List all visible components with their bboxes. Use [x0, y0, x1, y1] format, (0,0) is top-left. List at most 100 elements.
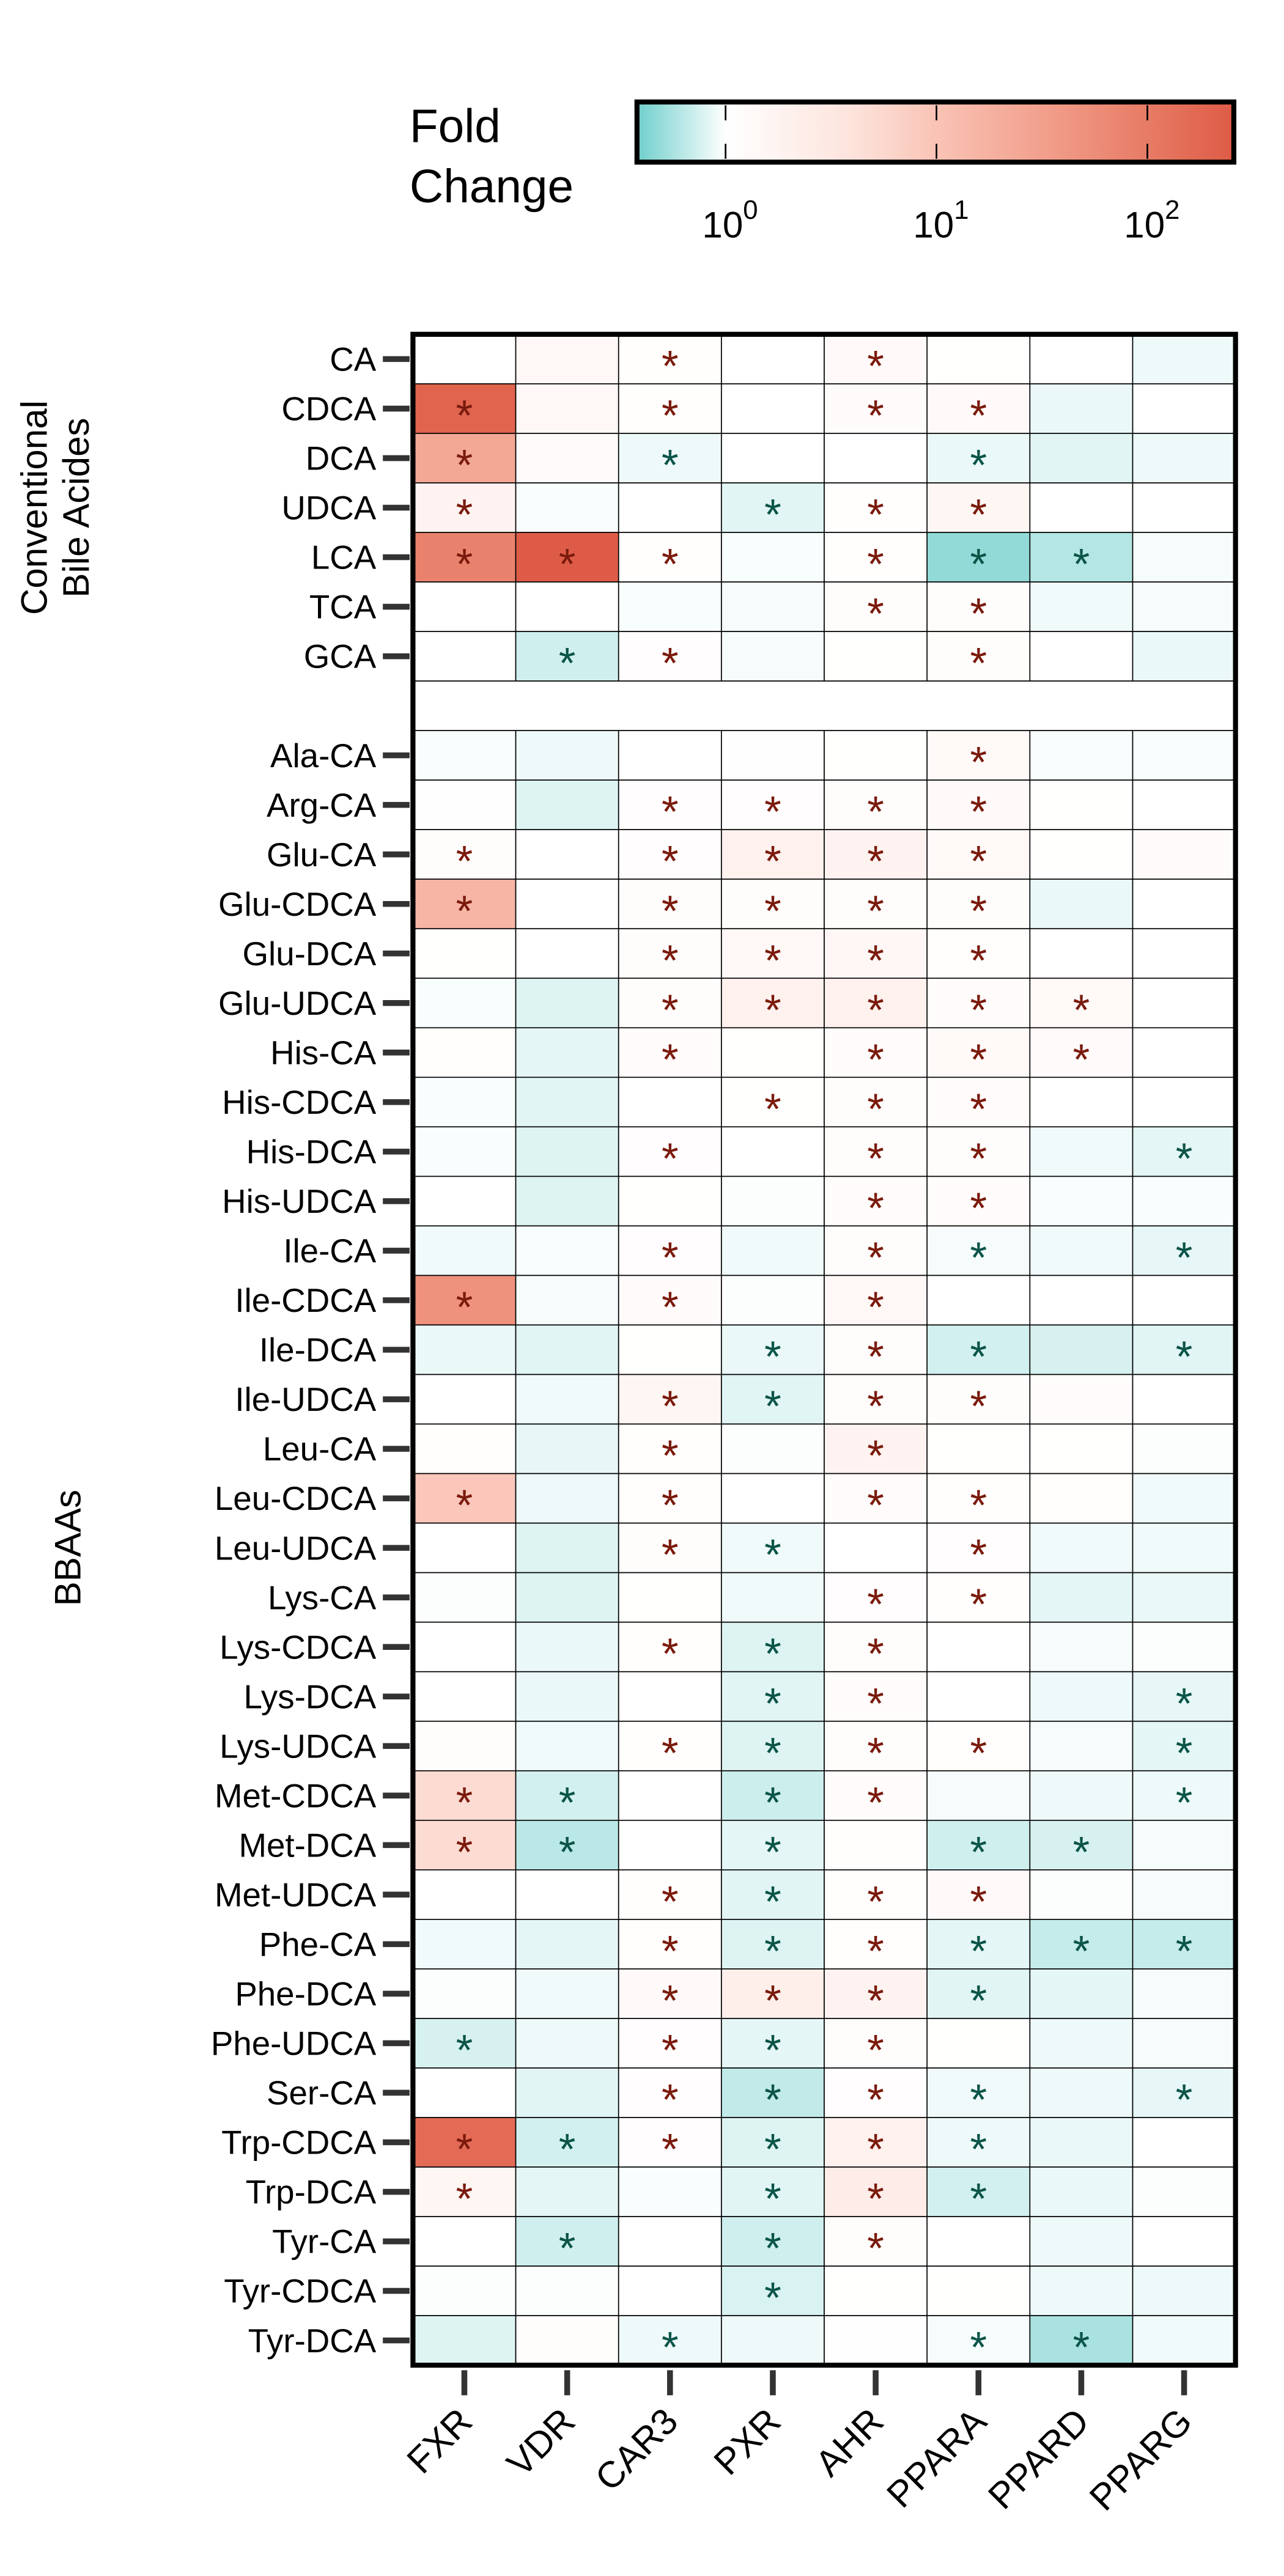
- heatmap-cell: [926, 829, 1031, 880]
- heatmap-cell: [412, 1968, 517, 2019]
- heatmap-cell: [1029, 1176, 1134, 1227]
- row-label: Tyr-CA: [272, 2223, 377, 2261]
- heatmap-cell: [1029, 2265, 1134, 2316]
- heatmap-cell: [1132, 730, 1236, 781]
- row-label: CA: [330, 340, 376, 378]
- significance-star: *: [867, 392, 884, 440]
- row-label: CDCA: [281, 390, 376, 428]
- heatmap-cell: [926, 1770, 1031, 1821]
- heatmap-cell: [721, 829, 825, 880]
- significance-star: *: [1073, 1036, 1090, 1084]
- heatmap-cell: [1132, 1621, 1236, 1673]
- significance-star: *: [456, 887, 473, 935]
- significance-star: *: [970, 1828, 987, 1877]
- heatmap-cell: [618, 2265, 722, 2316]
- heatmap-cell: [515, 2117, 619, 2168]
- row-label: Glu-UDCA: [218, 984, 377, 1022]
- significance-star: *: [662, 639, 679, 688]
- heatmap-cell: [1132, 928, 1236, 979]
- significance-star: *: [662, 2076, 679, 2124]
- significance-star: *: [970, 1729, 987, 1778]
- heatmap-cell: [926, 1423, 1031, 1474]
- heatmap-cell: [515, 1968, 619, 2019]
- heatmap-cell: [1029, 1324, 1134, 1375]
- heatmap-row: *: [412, 730, 1236, 787]
- heatmap-cell: [412, 482, 517, 533]
- row-label: His-CA: [270, 1034, 377, 1072]
- heatmap-cell: [412, 1225, 517, 1276]
- significance-star: *: [662, 1531, 679, 1580]
- row-label: GCA: [304, 638, 377, 675]
- significance-star: *: [662, 1927, 679, 1976]
- heatmap-cell: [1029, 1076, 1134, 1128]
- significance-star: *: [456, 2026, 473, 2075]
- heatmap-cell: [721, 1324, 825, 1375]
- heatmap-cell: [618, 2216, 722, 2267]
- heatmap-cell: [721, 1027, 825, 1078]
- heatmap-cell: [515, 1324, 619, 1375]
- significance-star: *: [764, 1779, 781, 1827]
- significance-star: *: [867, 491, 884, 539]
- heatmap-row: * * * *: [412, 2018, 1236, 2075]
- heatmap-row: * * *: [412, 631, 1236, 688]
- significance-star: *: [662, 1977, 679, 2025]
- heatmap-cell: [1132, 334, 1236, 385]
- significance-star: *: [456, 1779, 473, 1827]
- significance-star: *: [764, 1085, 781, 1133]
- significance-star: *: [1176, 1729, 1193, 1778]
- heatmap-cell: [824, 2018, 928, 2069]
- column-label: PPARD: [980, 2401, 1097, 2517]
- heatmap-row: * *: [412, 334, 1236, 391]
- heatmap-cell: [721, 383, 825, 434]
- heatmap-row: * * *: [412, 1275, 1236, 1332]
- heatmap-row: * * *: [412, 2216, 1236, 2273]
- heatmap-cell: [721, 1968, 825, 2019]
- row-label: Met-CDCA: [215, 1776, 377, 1814]
- heatmap-cell: [721, 1869, 825, 1920]
- significance-star: *: [867, 986, 884, 1034]
- heatmap-cell: [1132, 1126, 1236, 1177]
- heatmap-cell: [1029, 1275, 1134, 1326]
- heatmap-cell: [721, 928, 825, 979]
- heatmap-cell: [824, 779, 928, 831]
- significance-star: *: [970, 1581, 987, 1629]
- row-label: Ala-CA: [270, 737, 377, 775]
- heatmap-cell: [515, 2018, 619, 2069]
- significance-star: *: [867, 1432, 884, 1481]
- significance-star: *: [970, 2125, 987, 2174]
- heatmap-row: * * * *: [412, 1126, 1236, 1183]
- significance-star: *: [970, 540, 987, 589]
- heatmap-cell: [721, 2067, 825, 2118]
- significance-star: *: [764, 937, 781, 985]
- heatmap-cell: [515, 2067, 619, 2118]
- significance-star: *: [867, 887, 884, 935]
- significance-star: *: [867, 1680, 884, 1728]
- significance-star: *: [456, 1828, 473, 1877]
- heatmap-cell: [1132, 1522, 1236, 1573]
- heatmap-row: * * * * *: [412, 2067, 1236, 2124]
- row-label: Phe-CA: [259, 1926, 377, 1963]
- heatmap-cell: [926, 1275, 1031, 1326]
- row-label: Phe-DCA: [235, 1975, 376, 2013]
- heatmap-cell: [926, 1572, 1031, 1623]
- heatmap-cell: [1132, 977, 1236, 1029]
- row-label: Lys-CDCA: [220, 1628, 377, 1666]
- heatmap-cell: [926, 2018, 1031, 2069]
- row-label: Lys-UDCA: [220, 1727, 377, 1765]
- heatmap-cell: [824, 2166, 928, 2217]
- heatmap-cell: [824, 2315, 928, 2366]
- heatmap-cell: [618, 1819, 722, 1871]
- row-label: UDCA: [281, 489, 376, 527]
- heatmap-cell: [515, 1076, 619, 1128]
- significance-star: *: [970, 1184, 987, 1232]
- heatmap-cell: [926, 1176, 1031, 1227]
- significance-star: *: [456, 392, 473, 440]
- significance-star: *: [1073, 1828, 1090, 1877]
- significance-star: *: [970, 1977, 987, 2025]
- heatmap-cell: [1029, 928, 1134, 979]
- row-label: LCA: [311, 539, 377, 576]
- heatmap-cell: [1029, 779, 1134, 831]
- heatmap-row: * *: [412, 581, 1236, 638]
- significance-star: *: [764, 986, 781, 1034]
- significance-star: *: [662, 1729, 679, 1778]
